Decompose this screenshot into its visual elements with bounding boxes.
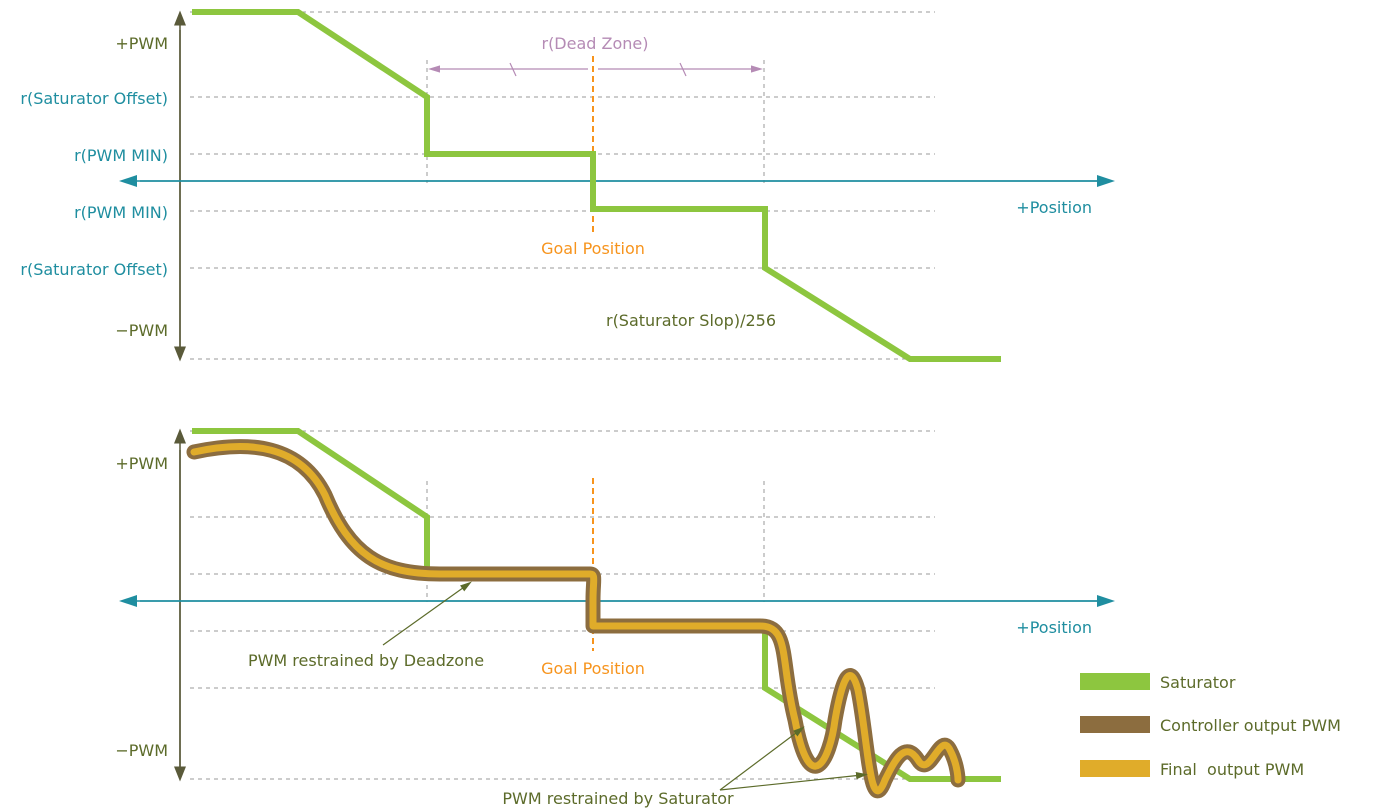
legend-swatch-final xyxy=(1080,760,1150,777)
legend: Saturator Controller output PWM Final ou… xyxy=(1080,673,1341,779)
dead-zone-tick xyxy=(679,62,687,77)
top-label-sat-offset-pos: r(Saturator Offset) xyxy=(20,89,168,108)
bottom-diagram: +PWM −PWM Goal Position +Position PWM re… xyxy=(115,428,1115,808)
top-label-pwm-pos: +PWM xyxy=(115,34,168,53)
dead-zone-tick xyxy=(509,62,517,77)
top-goal-label: Goal Position xyxy=(541,239,645,258)
legend-swatch-controller xyxy=(1080,716,1150,733)
deadzone-note-arrow xyxy=(382,581,472,646)
legend-label-saturator: Saturator xyxy=(1160,673,1236,692)
dead-zone-label: r(Dead Zone) xyxy=(541,34,648,53)
top-diagram: +PWM r(Saturator Offset) r(PWM MIN) r(PW… xyxy=(20,9,1115,362)
saturator-note: PWM restrained by Saturator xyxy=(502,789,734,808)
top-x-axis-label: +Position xyxy=(1016,198,1092,217)
saturator-note-arrow-1 xyxy=(719,726,805,791)
bottom-label-pwm-pos: +PWM xyxy=(115,454,168,473)
slope-label: r(Saturator Slop)/256 xyxy=(606,311,776,330)
top-label-pwm-neg: −PWM xyxy=(115,321,168,340)
top-label-pwm-min-neg: r(PWM MIN) xyxy=(74,203,168,222)
legend-label-final: Final output PWM xyxy=(1160,760,1304,779)
dead-zone-indicator xyxy=(428,62,763,77)
saturator-note-arrow-2 xyxy=(719,772,868,791)
bottom-label-pwm-neg: −PWM xyxy=(115,741,168,760)
deadzone-note: PWM restrained by Deadzone xyxy=(248,651,484,670)
legend-swatch-saturator xyxy=(1080,673,1150,690)
final-output-curve xyxy=(190,443,962,795)
bottom-goal-label: Goal Position xyxy=(541,659,645,678)
bottom-x-axis-label: +Position xyxy=(1016,618,1092,637)
legend-label-controller: Controller output PWM xyxy=(1160,716,1341,735)
top-saturator-curve xyxy=(192,9,1001,362)
top-label-sat-offset-neg: r(Saturator Offset) xyxy=(20,260,168,279)
top-label-pwm-min-pos: r(PWM MIN) xyxy=(74,146,168,165)
